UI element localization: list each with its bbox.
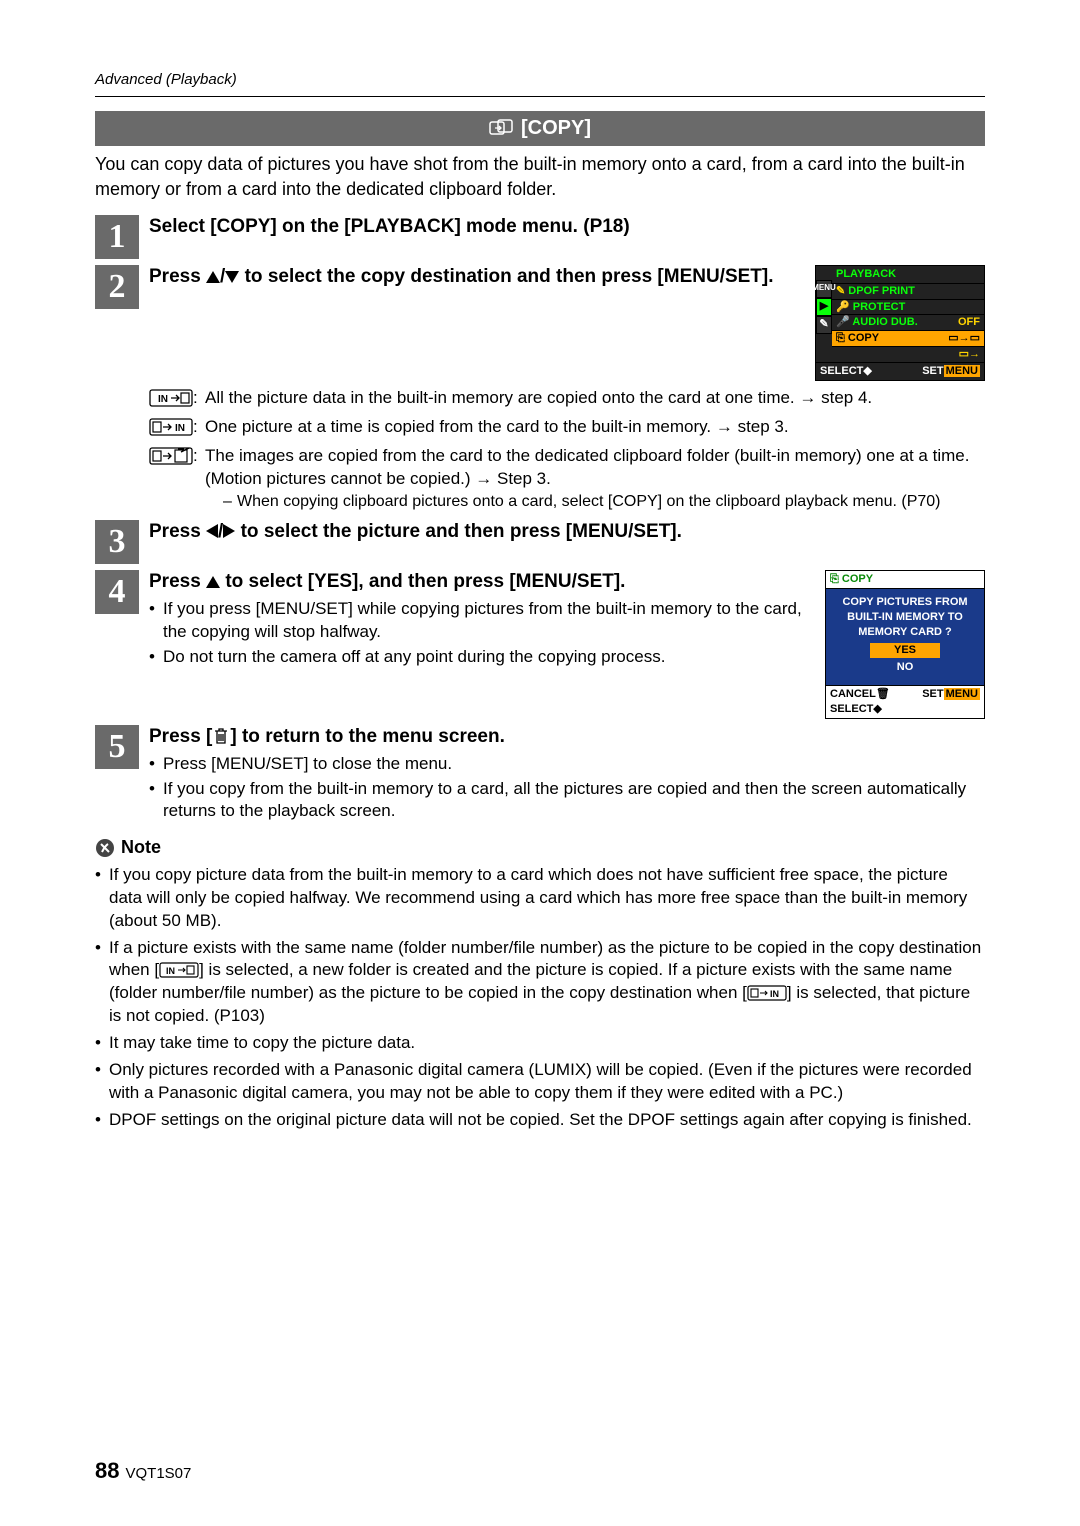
in-to-card-icon: IN: [149, 387, 193, 409]
step-4-b2: Do not turn the camera off at any point …: [163, 646, 665, 669]
note-list: •If you copy picture data from the built…: [95, 864, 985, 1132]
step-2-title: Press / to select the copy destination a…: [149, 265, 803, 289]
trash-icon: [212, 726, 230, 746]
step-5-bullets: •Press [MENU/SET] to close the menu. •If…: [149, 753, 985, 824]
note-3: It may take time to copy the picture dat…: [109, 1032, 985, 1055]
feature-title-bar: [COPY]: [95, 111, 985, 146]
step-1: 1 Select [COPY] on the [PLAYBACK] mode m…: [95, 215, 985, 259]
page-footer: 88 VQT1S07: [95, 1456, 191, 1486]
lcd2-yes: YES: [870, 643, 940, 658]
step-2-opt-1: IN : All the picture data in the built-i…: [149, 387, 985, 410]
lcd1-tab-3: ✎: [816, 316, 832, 334]
lcd1-footer: SELECT◆SETMENU: [816, 362, 984, 380]
left-arrow-icon: [206, 524, 218, 538]
lcd2-title: ⎘ COPY: [826, 571, 984, 589]
step-3: 3 Press / to select the picture and then…: [95, 520, 985, 564]
lcd-playback-menu: MENU ▶ ✎ PLAYBACK ✎ DPOF PRINT 🔑 PROTECT…: [815, 265, 985, 381]
page-number: 88: [95, 1458, 119, 1483]
in-to-card-icon-small: IN: [159, 961, 199, 979]
header-rule: [95, 96, 985, 97]
step-5-title-b: ] to return to the menu screen.: [230, 726, 504, 747]
step-3-title-b: to select the picture and then press [ME…: [235, 521, 682, 542]
lcd1-row-audio: 🎤 AUDIO DUB.OFF: [832, 314, 984, 330]
step-5-b1: Press [MENU/SET] to close the menu.: [163, 753, 452, 776]
step-4-title-a: Press: [149, 571, 206, 592]
step-2-opt-3-text: The images are copied from the card to t…: [205, 445, 985, 512]
step-2-opt-1-text: All the picture data in the built-in mem…: [205, 387, 985, 410]
step-2-opt-3-sub: –When copying clipboard pictures onto a …: [223, 491, 985, 513]
lcd1-tab-2: ▶: [816, 298, 832, 316]
step-4-number: 4: [95, 570, 139, 614]
step-2-opt-2: IN : One picture at a time is copied fro…: [149, 416, 985, 439]
step-5-title-a: Press [: [149, 726, 212, 747]
lcd1-row-protect: 🔑 PROTECT: [832, 299, 984, 315]
step-3-number: 3: [95, 520, 139, 564]
step-2-number: 2: [95, 265, 139, 309]
svg-text:IN: IN: [166, 966, 175, 976]
step-2-opt-2-text: One picture at a time is copied from the…: [205, 416, 985, 439]
copy-icon: [489, 119, 515, 137]
lcd-copy-confirm: ⎘ COPY COPY PICTURES FROM BUILT-IN MEMOR…: [825, 570, 985, 719]
step-4-title: Press to select [YES], and then press [M…: [149, 570, 813, 594]
step-1-number: 1: [95, 215, 139, 259]
card-to-clipboard-icon: [149, 445, 193, 467]
lcd2-body-text: COPY PICTURES FROM BUILT-IN MEMORY TO ME…: [830, 595, 980, 640]
step-5: 5 Press [ ] to return to the menu screen.…: [95, 725, 985, 826]
lcd1-row-extra: ▭→: [832, 346, 984, 362]
step-4-b1: If you press [MENU/SET] while copying pi…: [163, 598, 813, 644]
note-1: If you copy picture data from the built-…: [109, 864, 985, 933]
step-2-title-b: to select the copy destination and then …: [239, 266, 773, 287]
section-header: Advanced (Playback): [95, 70, 985, 90]
up-arrow-icon: [206, 271, 220, 283]
note-2: If a picture exists with the same name (…: [109, 937, 985, 1029]
note-4: Only pictures recorded with a Panasonic …: [109, 1059, 985, 1105]
step-5-number: 5: [95, 725, 139, 769]
note-icon: [95, 838, 115, 858]
svg-text:IN: IN: [770, 989, 779, 999]
lcd2-footer: CANCEL🗑 SELECT◆SETMENU: [826, 685, 984, 718]
step-5-title: Press [ ] to return to the menu screen.: [149, 725, 985, 749]
step-3-title-a: Press: [149, 521, 206, 542]
step-4-title-b: to select [YES], and then press [MENU/SE…: [220, 571, 625, 592]
card-to-in-icon-small: IN: [747, 984, 787, 1002]
lcd1-title: PLAYBACK: [832, 266, 984, 283]
lcd2-body: COPY PICTURES FROM BUILT-IN MEMORY TO ME…: [826, 589, 984, 685]
lcd1-row-dpof: ✎ DPOF PRINT: [832, 283, 984, 299]
lcd1-row-copy: ⎘ COPY▭→▭: [832, 330, 984, 346]
step-3-title: Press / to select the picture and then p…: [149, 520, 985, 544]
down-arrow-icon: [225, 271, 239, 283]
feature-title-text: [COPY]: [521, 117, 591, 139]
note-label: Note: [121, 835, 161, 859]
up-arrow-icon-2: [206, 576, 220, 588]
right-arrow-icon: [223, 524, 235, 538]
doc-code: VQT1S07: [125, 1465, 191, 1482]
svg-text:IN: IN: [175, 423, 185, 434]
step-2-opt-3: : The images are copied from the card to…: [149, 445, 985, 512]
step-2: 2 Press / to select the copy destination…: [95, 265, 985, 381]
step-1-title: Select [COPY] on the [PLAYBACK] mode men…: [149, 215, 985, 239]
step-4: 4 Press to select [YES], and then press …: [95, 570, 985, 719]
card-to-in-icon: IN: [149, 416, 193, 438]
step-2-title-a: Press: [149, 266, 206, 287]
svg-text:IN: IN: [158, 394, 168, 405]
note-5: DPOF settings on the original picture da…: [109, 1109, 985, 1132]
lcd2-no: NO: [870, 660, 940, 675]
lcd1-tab-1: MENU: [816, 280, 832, 298]
step-4-bullets: •If you press [MENU/SET] while copying p…: [149, 598, 813, 669]
intro-paragraph: You can copy data of pictures you have s…: [95, 152, 985, 201]
note-heading: Note: [95, 835, 985, 859]
step-5-b2: If you copy from the built-in memory to …: [163, 778, 985, 824]
